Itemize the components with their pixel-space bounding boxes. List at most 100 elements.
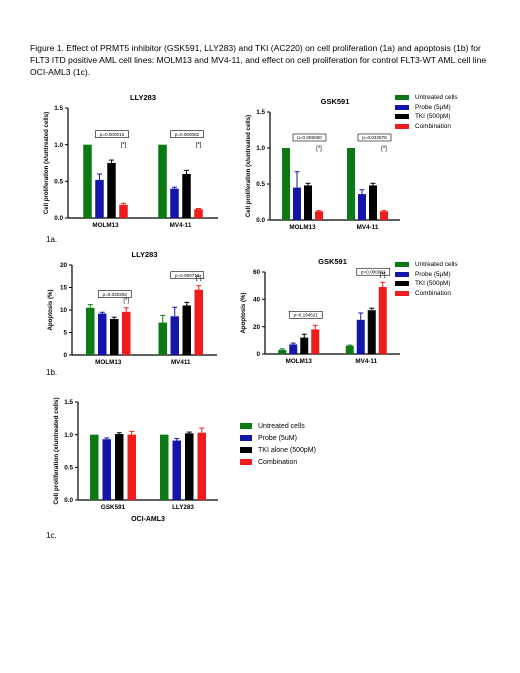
bar	[315, 211, 323, 220]
significance-marker: [*]	[316, 146, 322, 152]
bar	[347, 148, 355, 220]
chart-1b-lly283: LLY283 0 5 10 15 20 Apoptosis (%) MOLM13 p=0.030…	[47, 250, 217, 366]
legend-swatch-untreated	[395, 95, 409, 101]
y-tick-label: 20	[253, 324, 261, 331]
bar	[182, 305, 191, 355]
y-tick-label: 60	[253, 269, 261, 276]
bar	[378, 287, 387, 354]
y-axis-label: Cell proliferation (x/untreated cells)	[245, 115, 252, 217]
chart-title: GSK591	[321, 97, 350, 106]
pvalue-label: p=0.194621	[294, 313, 319, 318]
bar	[197, 432, 206, 500]
y-tick-label: 1.5	[64, 399, 73, 406]
x-tick-label: MOLM13	[289, 224, 316, 231]
legend-swatch-tki	[395, 281, 409, 287]
legend-label: Probe (5µM)	[415, 270, 451, 278]
x-tick-label: LLY283	[172, 504, 194, 511]
significance-marker: [*]	[196, 276, 202, 282]
pvalue-label: p=0.000082	[175, 132, 200, 137]
bar	[160, 434, 169, 500]
bar	[194, 209, 203, 218]
y-tick-label: 1.5	[54, 105, 63, 112]
legend-item: Untreated cells	[395, 260, 458, 270]
y-tick-label: 10	[60, 307, 68, 314]
legend-label: TKI (500pM)	[415, 113, 451, 121]
legend-swatch-combination	[240, 459, 252, 465]
y-axis-label: Cell proliferation (x/untreated cells)	[53, 397, 60, 504]
legend-label: Untreated cells	[415, 261, 458, 269]
chart-title: LLY283	[132, 250, 158, 259]
y-tick-label: 1.5	[256, 109, 265, 116]
y-tick-label: 0	[63, 352, 67, 359]
y-tick-label: 1.0	[256, 145, 265, 152]
plot-area: GSK591 0.0 0.5 1.0 1.5 Cell proliferation (x/…	[245, 97, 400, 231]
legend-swatch-probe	[395, 104, 409, 110]
plot-area: 0.0 0.5 1.0 1.5 Cell proliferation (x/untrea…	[53, 397, 218, 523]
bar	[358, 194, 366, 220]
legend-label: TKI (500pM)	[415, 280, 451, 288]
bar	[380, 211, 388, 220]
plot-area: GSK591 0 20 40 60 Apoptosis (%) MOLM13 p=0.1946…	[240, 257, 400, 365]
chart-1a-gsk591: GSK591 0.0 0.5 1.0 1.5 Cell proliferation (x/…	[245, 97, 400, 231]
bar	[369, 185, 377, 220]
pvalue-box	[95, 130, 129, 138]
legend-1b: Untreated cells Probe (5µM) TKI (500pM) …	[395, 260, 458, 298]
bar	[158, 322, 167, 355]
bar	[119, 204, 128, 218]
x-tick-label: MOLM13	[92, 222, 119, 229]
pvalue-label: p=0.000013	[100, 132, 125, 137]
y-tick-label: 15	[60, 285, 68, 292]
bar	[86, 307, 95, 355]
significance-marker: [*]	[123, 298, 129, 304]
bar	[83, 144, 92, 218]
pvalue-box	[170, 271, 205, 279]
legend-1a: Untreated cells Probe (5µM) TKI (500pM) …	[395, 93, 458, 131]
bar	[90, 434, 99, 500]
y-axis-label: Cell proliferation (x/untreated cells)	[43, 112, 50, 214]
legend-label: Probe (5µM)	[415, 103, 451, 111]
legend-swatch-probe	[240, 435, 252, 441]
legend-item: TKI alone (500pM)	[240, 444, 316, 456]
y-tick-label: 1.0	[54, 142, 63, 149]
chart-title: LLY283	[130, 93, 156, 102]
x-tick-label: MOLM13	[286, 358, 313, 365]
bar	[172, 440, 181, 500]
bar	[185, 433, 194, 500]
bar	[102, 439, 111, 500]
pvalue-box	[292, 133, 327, 142]
bar	[293, 187, 301, 220]
legend-swatch-untreated	[240, 423, 252, 429]
bar	[98, 313, 107, 355]
y-tick-label: 0.0	[256, 217, 265, 224]
pvalue-label: p=0.000712	[175, 273, 200, 278]
legend-item: Combination	[240, 456, 316, 468]
x-tick-label: GSK591	[101, 504, 126, 511]
pvalue-box	[356, 267, 391, 276]
legend-item: TKI (500pM)	[395, 112, 458, 122]
bar	[367, 310, 376, 354]
legend-swatch-untreated	[395, 262, 409, 268]
legend-item: Probe (5µM)	[395, 270, 458, 280]
plot-area: LLY283 0 5 10 15 20 Apoptosis (%) MOLM13 p=0.030…	[47, 250, 217, 366]
bar	[115, 434, 124, 500]
pvalue-box	[288, 310, 323, 319]
panel-label-1c: 1c.	[46, 531, 57, 540]
legend-label: Untreated cells	[415, 94, 458, 102]
x-tick-label: MOLM13	[95, 359, 122, 366]
pvalue-label: p=0.006060	[297, 135, 322, 140]
legend-swatch-combination	[395, 123, 409, 129]
panel-label-1a: 1a.	[46, 235, 58, 244]
y-axis-label: Apoptosis (%)	[47, 290, 54, 331]
pvalue-box	[170, 130, 204, 138]
bar	[182, 174, 191, 218]
x-axis-label: OCI-AML3	[131, 516, 165, 523]
bar	[345, 345, 354, 354]
x-tick-label: MV4-11	[170, 222, 192, 229]
chart-1c-oci-aml3: 0.0 0.5 1.0 1.5 Cell proliferation (x/untrea…	[53, 397, 218, 523]
legend-label: Combination	[258, 458, 298, 466]
panel-label-1b: 1b.	[46, 368, 58, 377]
chart-1a-lly283: LLY283 0.0 0.5 1.0 1.5 Cell proliferation (x/…	[43, 93, 218, 229]
pvalue-box	[97, 290, 132, 298]
y-tick-label: 0.5	[256, 181, 265, 188]
legend-swatch-combination	[395, 290, 409, 296]
